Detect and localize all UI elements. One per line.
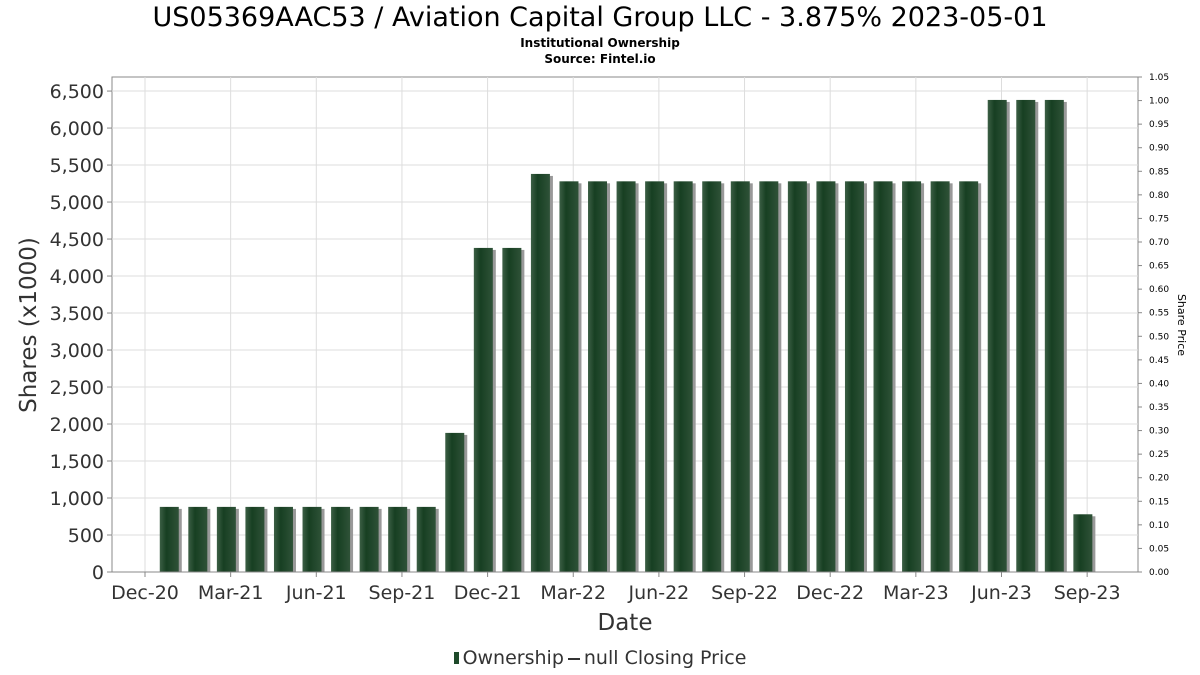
bar-Aug-23 bbox=[1044, 99, 1064, 572]
y2-tick-label: 0.80 bbox=[1149, 191, 1169, 201]
ownership-swatch-icon bbox=[453, 652, 459, 664]
bar-Sep-21 bbox=[388, 506, 408, 572]
bar-Aug-22 bbox=[702, 181, 722, 573]
y-tick-label: 6,000 bbox=[50, 118, 104, 140]
y2-tick-label: 0.10 bbox=[1149, 521, 1169, 531]
x-tick-label: Jun-22 bbox=[628, 582, 690, 604]
y2-tick-label: 0.95 bbox=[1149, 120, 1169, 130]
x-tick-label: Sep-23 bbox=[1054, 582, 1121, 604]
y-tick-label: 4,000 bbox=[50, 266, 104, 288]
bar-Mar-22 bbox=[559, 181, 579, 573]
x-tick-label: Mar-23 bbox=[883, 582, 949, 604]
y-tick-label: 1,500 bbox=[50, 451, 104, 473]
bar-Jan-21 bbox=[159, 506, 179, 572]
bar-Jun-22 bbox=[645, 181, 665, 573]
y-tick-label: 3,000 bbox=[50, 340, 104, 362]
x-tick-label: Sep-21 bbox=[369, 582, 436, 604]
y2-tick-label: 0.60 bbox=[1149, 285, 1169, 295]
y2-tick-label: 0.85 bbox=[1149, 167, 1169, 177]
chart-title: US05369AAC53 / Aviation Capital Group LL… bbox=[152, 2, 1048, 33]
chart-source: Source: Fintel.io bbox=[544, 52, 656, 66]
y2-tick-label: 0.90 bbox=[1149, 144, 1169, 154]
y-tick-label: 5,000 bbox=[50, 192, 104, 214]
bar-Jan-23 bbox=[844, 181, 864, 573]
legend-price: null Closing Price bbox=[583, 647, 747, 669]
y-axis-label: Shares (x1000) bbox=[16, 237, 42, 413]
y-tick-label: 5,500 bbox=[50, 155, 104, 177]
y2-tick-label: 1.00 bbox=[1149, 97, 1169, 107]
y2-tick-label: 0.00 bbox=[1149, 568, 1169, 578]
y2-tick-label: 0.35 bbox=[1149, 403, 1169, 413]
bar-Mar-21 bbox=[216, 506, 236, 572]
y2-tick-label: 0.30 bbox=[1149, 427, 1169, 437]
y-tick-label: 6,500 bbox=[50, 81, 104, 103]
price-line-icon bbox=[567, 657, 580, 660]
y2-tick-label: 0.45 bbox=[1149, 356, 1169, 366]
bar-Jul-22 bbox=[673, 181, 693, 573]
y-tick-label: 1,000 bbox=[50, 488, 104, 510]
bar-May-23 bbox=[959, 181, 979, 573]
x-tick-label: Jun-21 bbox=[285, 582, 347, 604]
legend-ownership: Ownership bbox=[462, 647, 564, 669]
bar-Feb-21 bbox=[188, 506, 208, 572]
bar-Oct-21 bbox=[416, 506, 436, 572]
y-tick-label: 2,500 bbox=[50, 377, 104, 399]
y-tick-label: 3,500 bbox=[50, 303, 104, 325]
x-tick-label: Sep-22 bbox=[711, 582, 778, 604]
legend: Ownership null Closing Price bbox=[0, 647, 1200, 669]
x-tick-label: Dec-21 bbox=[454, 582, 522, 604]
y2-tick-label: 1.05 bbox=[1149, 73, 1169, 83]
bar-Mar-23 bbox=[902, 181, 922, 573]
x-tick-label: Dec-20 bbox=[111, 582, 179, 604]
y2-tick-label: 0.65 bbox=[1149, 262, 1169, 272]
y2-tick-label: 0.70 bbox=[1149, 238, 1169, 248]
y2-tick-label: 0.55 bbox=[1149, 309, 1169, 319]
bar-May-22 bbox=[616, 181, 636, 573]
bar-Nov-22 bbox=[787, 181, 807, 573]
x-tick-label: Mar-21 bbox=[198, 582, 264, 604]
bar-Nov-21 bbox=[445, 432, 465, 572]
bar-Sep-22 bbox=[730, 181, 750, 573]
y2-tick-label: 0.05 bbox=[1149, 544, 1169, 554]
bar-Jun-21 bbox=[302, 506, 322, 572]
bar-Sep-23 bbox=[1073, 514, 1093, 572]
bar-Apr-21 bbox=[245, 506, 265, 572]
y2-tick-label: 0.25 bbox=[1149, 450, 1169, 460]
x-axis-label: Date bbox=[598, 610, 653, 636]
y2-tick-label: 0.75 bbox=[1149, 214, 1169, 224]
bar-Jul-21 bbox=[331, 506, 351, 572]
x-tick-label: Mar-22 bbox=[540, 582, 606, 604]
y-tick-label: 500 bbox=[68, 525, 104, 547]
y2-tick-label: 0.15 bbox=[1149, 497, 1169, 507]
bar-Jul-23 bbox=[1016, 99, 1036, 572]
chart-subtitle: Institutional Ownership bbox=[520, 36, 680, 50]
bar-May-21 bbox=[273, 506, 293, 572]
bar-Jan-22 bbox=[502, 247, 522, 572]
bar-Dec-21 bbox=[473, 247, 493, 572]
bar-Apr-23 bbox=[930, 181, 950, 573]
y-tick-label: 0 bbox=[92, 562, 104, 584]
bar-Jun-23 bbox=[987, 99, 1007, 572]
y2-axis-label: Share Price bbox=[1175, 294, 1188, 356]
bar-Oct-22 bbox=[759, 181, 779, 573]
y2-tick-label: 0.20 bbox=[1149, 474, 1169, 484]
y2-tick-label: 0.40 bbox=[1149, 379, 1169, 389]
bar-Feb-22 bbox=[530, 173, 550, 572]
y2-tick-label: 0.50 bbox=[1149, 332, 1169, 342]
bar-Dec-22 bbox=[816, 181, 836, 573]
bar-Aug-21 bbox=[359, 506, 379, 572]
x-tick-label: Jun-23 bbox=[970, 582, 1032, 604]
y-tick-label: 2,000 bbox=[50, 414, 104, 436]
x-tick-label: Dec-22 bbox=[796, 582, 864, 604]
bar-Apr-22 bbox=[588, 181, 608, 573]
y-tick-label: 4,500 bbox=[50, 229, 104, 251]
bar-Feb-23 bbox=[873, 181, 893, 573]
